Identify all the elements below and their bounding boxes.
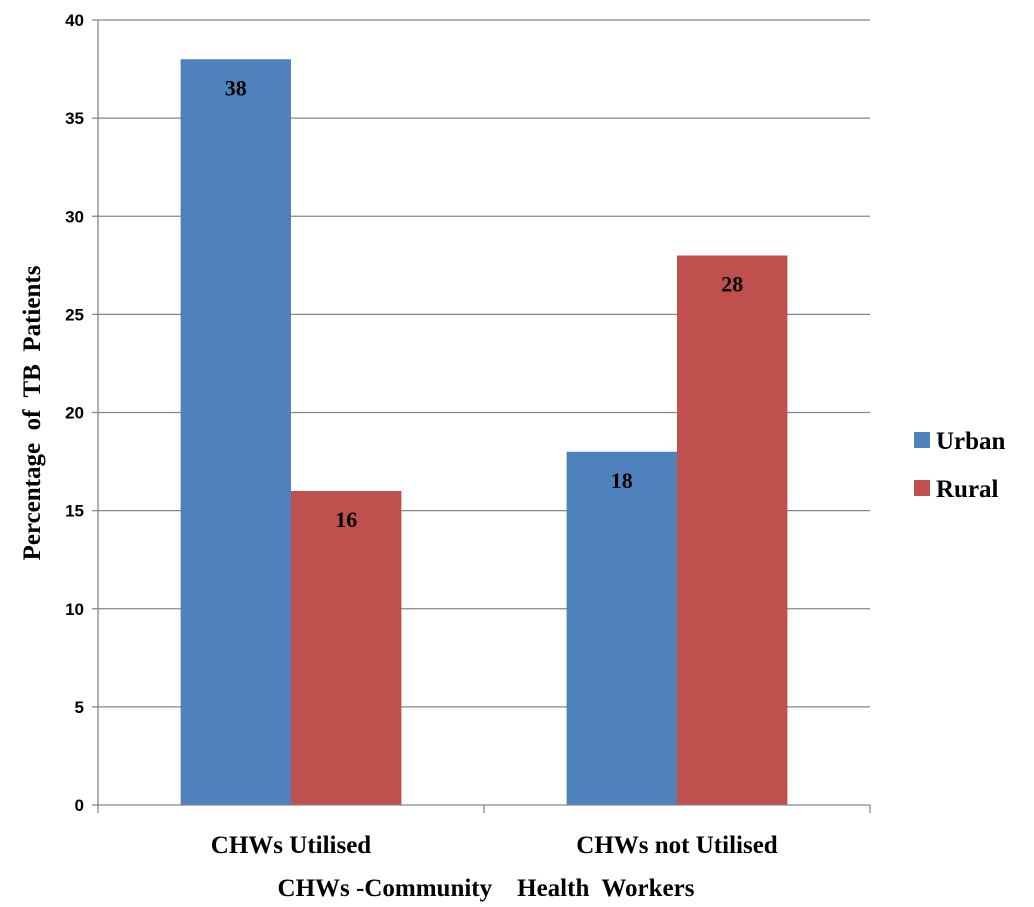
x-tick-label: CHWs Utilised xyxy=(211,832,372,859)
y-tick-label: 25 xyxy=(65,305,84,324)
data-label: 28 xyxy=(721,272,743,297)
bar-rural-1 xyxy=(291,491,402,805)
y-tick-label: 35 xyxy=(65,109,84,128)
x-axis-title: CHWs -Community Health Workers xyxy=(278,875,695,902)
bar-urban-1 xyxy=(180,59,291,805)
y-axis-title: Percentage of TB Patients xyxy=(19,265,46,560)
legend-label-rural: Rural xyxy=(936,476,999,503)
legend-swatch-urban xyxy=(914,432,930,448)
bar-urban-2 xyxy=(566,451,677,805)
y-tick-label: 10 xyxy=(65,600,84,619)
labels: 0 5 10 15 20 25 30 35 40 38 16 CHWs Utilised 18 28 CHW… xyxy=(65,11,778,859)
x-tick-label: CHWs not Utilised xyxy=(576,832,778,859)
bars xyxy=(180,59,788,805)
bar-rural-2 xyxy=(677,255,788,805)
data-label: 18 xyxy=(611,468,633,493)
axes xyxy=(92,19,871,813)
y-tick-label: 0 xyxy=(75,796,84,815)
data-label: 38 xyxy=(225,75,247,100)
y-tick-label: 5 xyxy=(75,698,84,717)
legend-swatch-rural xyxy=(914,480,930,496)
data-label: 16 xyxy=(335,507,357,532)
legend: Urban Rural xyxy=(914,428,1006,503)
y-tick-label: 20 xyxy=(65,404,84,423)
y-tick-label: 30 xyxy=(65,207,84,226)
y-tick-label: 15 xyxy=(65,502,84,521)
y-tick-label: 40 xyxy=(65,11,84,30)
legend-label-urban: Urban xyxy=(936,428,1006,455)
